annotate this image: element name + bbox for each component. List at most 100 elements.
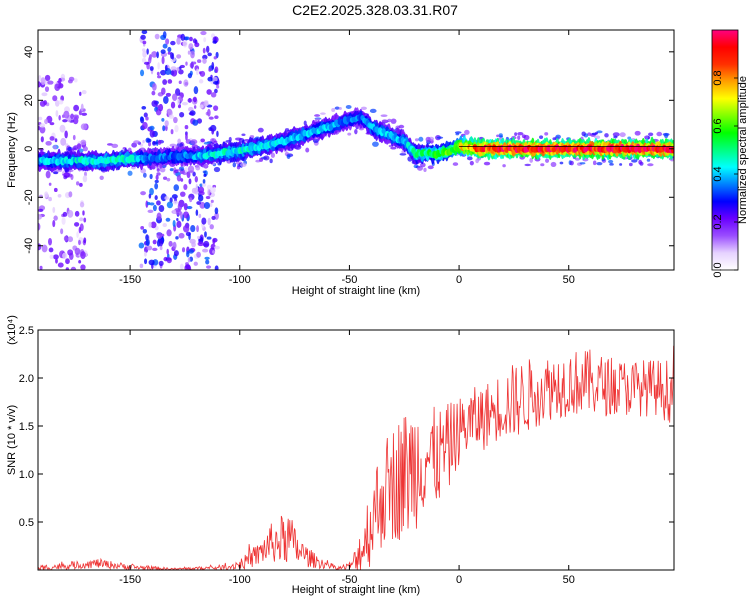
noise-blob	[631, 159, 638, 163]
noise-blob	[183, 184, 188, 191]
noise-blob	[141, 48, 146, 52]
noise-blob	[314, 114, 321, 117]
noise-blob	[38, 214, 43, 220]
noise-blob	[196, 201, 202, 205]
bottom-y-scale-label: (x10⁴)	[6, 315, 18, 345]
noise-blob	[74, 210, 80, 217]
bottom-x-axis: -150 -100 -50 0 50	[119, 330, 575, 586]
noise-blob	[596, 130, 603, 134]
noise-blob	[158, 103, 164, 112]
noise-blob	[203, 37, 207, 43]
noise-blob	[206, 236, 212, 240]
noise-blob	[131, 142, 137, 148]
noise-blob	[79, 201, 85, 208]
noise-blob	[183, 202, 188, 211]
noise-blob	[619, 132, 626, 138]
noise-blob	[173, 250, 179, 257]
noise-blob	[53, 145, 57, 150]
noise-blob	[74, 247, 81, 256]
noise-blob	[181, 247, 186, 253]
colorbar-tick-label: 0.8	[712, 70, 724, 85]
noise-blob	[173, 116, 178, 124]
noise-blob	[149, 125, 155, 131]
noise-blob	[331, 107, 336, 113]
noise-blob	[142, 121, 148, 130]
noise-blob	[60, 228, 64, 235]
noise-blob	[372, 141, 379, 147]
noise-blob	[176, 174, 182, 182]
noise-blob	[142, 139, 145, 144]
noise-blob	[68, 191, 73, 198]
noise-blob	[196, 251, 201, 258]
snr-panel: -150 -100 -50 0 50 0.5 1.0 1.5 2.0 2.5 Height of…	[6, 315, 675, 596]
noise-blob	[207, 76, 213, 82]
noise-blob	[39, 125, 46, 134]
noise-blob	[140, 69, 145, 77]
noise-blob	[552, 137, 557, 141]
noise-blob	[178, 66, 182, 70]
noise-blob	[67, 79, 73, 84]
noise-blob	[189, 62, 195, 69]
noise-blob	[156, 168, 160, 172]
noise-blob	[49, 254, 54, 259]
noise-blob	[149, 202, 155, 206]
noise-blob	[188, 178, 192, 185]
noise-blob	[186, 250, 190, 258]
noise-blob	[147, 138, 152, 143]
noise-blob	[425, 136, 431, 143]
noise-blob	[78, 259, 82, 264]
noise-blob	[192, 171, 196, 177]
noise-blob	[207, 188, 210, 197]
noise-blob	[154, 33, 160, 40]
noise-blob	[165, 92, 172, 97]
noise-blob	[209, 224, 214, 230]
noise-blob	[52, 95, 58, 102]
noise-blob	[44, 118, 49, 125]
colorbar-tick-label: 0.4	[712, 166, 724, 181]
noise-blob	[60, 137, 67, 146]
noise-blob	[62, 119, 68, 123]
noise-blob	[161, 87, 166, 95]
noise-blob	[61, 217, 66, 225]
colorbar-tick-label: 0.6	[712, 118, 724, 133]
noise-blob	[201, 182, 207, 187]
noise-blob	[59, 124, 66, 133]
noise-blob	[205, 45, 210, 53]
noise-blob	[176, 54, 182, 59]
noise-blob	[423, 167, 427, 173]
noise-blob	[169, 168, 174, 172]
noise-blob	[202, 47, 206, 54]
noise-blob	[168, 240, 173, 247]
noise-blob	[210, 92, 217, 98]
noise-blob	[188, 111, 194, 116]
bottom-x-tick-label: 0	[456, 574, 462, 586]
noise-blob	[67, 249, 74, 256]
noise-blob	[166, 177, 171, 182]
noise-blob	[180, 33, 186, 41]
bottom-y-tick-label: 1.5	[19, 421, 34, 433]
noise-blob	[83, 217, 87, 223]
noise-blob	[159, 245, 163, 251]
noise-blob	[38, 243, 42, 251]
noise-blob	[181, 101, 189, 106]
noise-blob	[179, 111, 185, 118]
spectrogram-ridge-layer	[38, 107, 674, 173]
noise-blob	[320, 112, 326, 115]
noise-blob	[619, 163, 623, 166]
noise-blob	[169, 143, 177, 148]
noise-blob	[178, 80, 182, 85]
noise-blob	[39, 265, 43, 270]
noise-blob	[41, 92, 48, 97]
bottom-y-tick-label: 0.5	[19, 517, 34, 529]
noise-blob	[149, 187, 154, 196]
noise-blob	[187, 72, 193, 79]
noise-blob	[190, 139, 198, 145]
noise-blob	[143, 61, 150, 65]
noise-blob	[203, 201, 211, 210]
noise-blob	[192, 119, 199, 126]
noise-blob	[628, 162, 633, 167]
noise-blob	[45, 170, 51, 179]
noise-blob	[76, 181, 80, 186]
noise-blob	[647, 163, 654, 167]
noise-blob	[213, 166, 221, 173]
